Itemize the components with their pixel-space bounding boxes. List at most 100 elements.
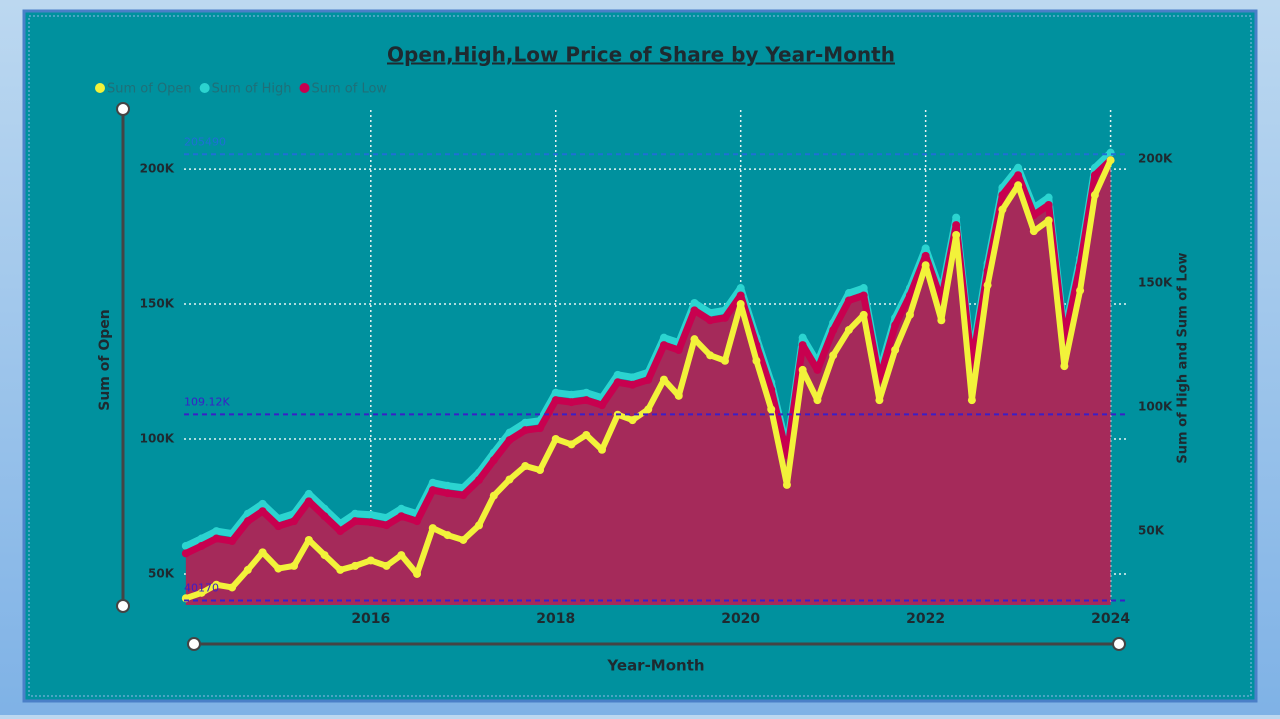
point xyxy=(551,396,560,405)
point xyxy=(905,291,914,300)
point xyxy=(197,534,206,543)
point xyxy=(582,430,591,439)
legend-marker xyxy=(299,83,310,93)
x-tick-label: 2022 xyxy=(906,611,945,627)
point xyxy=(1106,156,1115,165)
point xyxy=(613,378,622,387)
point xyxy=(674,391,683,400)
point xyxy=(1090,191,1099,200)
x-slider-handle[interactable] xyxy=(1112,637,1126,651)
point xyxy=(937,316,946,325)
legend-label[interactable]: Sum of High xyxy=(212,82,292,97)
legend-label[interactable]: Sum of Open xyxy=(107,82,192,97)
point xyxy=(1014,171,1023,180)
point xyxy=(443,481,452,490)
point xyxy=(905,310,914,319)
point xyxy=(613,370,622,379)
point xyxy=(706,351,715,360)
point xyxy=(366,518,375,527)
y-tick-label: 50K xyxy=(148,566,175,580)
point xyxy=(674,346,683,355)
x-tick-label: 2018 xyxy=(536,611,575,627)
legend-marker xyxy=(199,83,210,93)
point xyxy=(1044,193,1053,202)
point xyxy=(382,521,391,530)
point xyxy=(752,356,761,365)
point xyxy=(274,564,283,573)
point xyxy=(336,565,345,574)
point xyxy=(551,435,560,444)
point xyxy=(659,333,668,342)
panel-border xyxy=(28,15,1252,697)
y-axis-title: Sum of Open xyxy=(97,309,113,410)
point xyxy=(921,244,930,253)
point xyxy=(813,396,822,405)
point xyxy=(320,512,329,521)
point xyxy=(304,535,313,544)
point xyxy=(489,456,498,465)
point xyxy=(290,517,299,526)
y2-tick-label: 150K xyxy=(1138,276,1173,290)
reference-label: 40170 xyxy=(184,581,219,594)
point xyxy=(736,291,745,300)
point xyxy=(628,380,637,389)
point xyxy=(366,556,375,565)
legend-marker xyxy=(95,83,105,93)
point xyxy=(290,561,299,570)
point xyxy=(443,531,452,540)
point xyxy=(844,296,853,305)
x-slider-handle[interactable] xyxy=(187,637,201,651)
point xyxy=(181,549,190,558)
legend-label[interactable]: Sum of Low xyxy=(312,82,388,97)
point xyxy=(320,551,329,560)
point xyxy=(628,373,637,382)
point xyxy=(859,291,868,300)
x-tick-label: 2020 xyxy=(721,611,760,627)
point xyxy=(644,375,653,384)
point xyxy=(875,396,884,405)
point xyxy=(212,534,221,543)
point xyxy=(505,436,514,445)
point xyxy=(736,284,745,293)
point xyxy=(844,289,853,298)
point xyxy=(258,499,267,508)
point xyxy=(690,335,699,344)
y-tick-label: 150K xyxy=(140,297,175,311)
y-slider-handle[interactable] xyxy=(116,102,130,116)
point xyxy=(720,356,729,365)
y-slider-handle[interactable] xyxy=(116,599,130,613)
point xyxy=(706,316,715,325)
point xyxy=(720,313,729,322)
x-axis-title: Year-Month xyxy=(606,657,704,675)
point xyxy=(397,504,406,513)
point xyxy=(782,480,791,489)
point xyxy=(536,424,545,433)
point xyxy=(998,205,1007,214)
x-tick-label: 2016 xyxy=(351,611,390,627)
point xyxy=(212,580,221,589)
point xyxy=(567,390,576,399)
point xyxy=(921,251,930,260)
point xyxy=(798,365,807,374)
point xyxy=(351,561,360,570)
point xyxy=(397,551,406,560)
point xyxy=(567,440,576,449)
point xyxy=(582,388,591,397)
point xyxy=(1014,163,1023,172)
point xyxy=(967,396,976,405)
y2-tick-label: 100K xyxy=(1138,400,1173,414)
point xyxy=(1044,216,1053,225)
point xyxy=(197,588,206,597)
point xyxy=(428,524,437,533)
point xyxy=(952,221,961,230)
point xyxy=(829,326,838,335)
y-tick-label: 100K xyxy=(140,432,175,446)
point xyxy=(1044,200,1053,209)
point xyxy=(243,565,252,574)
point xyxy=(366,510,375,519)
point xyxy=(243,517,252,526)
point xyxy=(567,398,576,407)
point xyxy=(983,281,992,290)
